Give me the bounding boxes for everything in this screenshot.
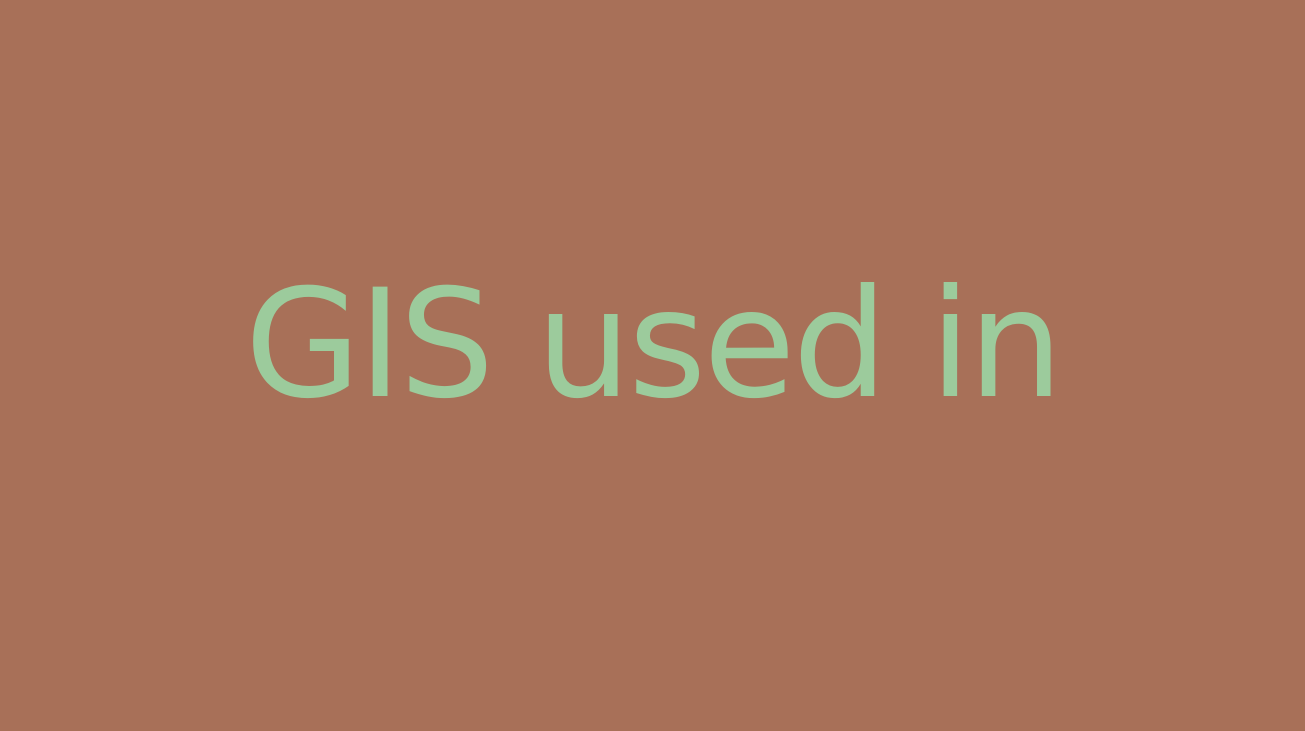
- slide-title: GIS used in: [244, 258, 1064, 432]
